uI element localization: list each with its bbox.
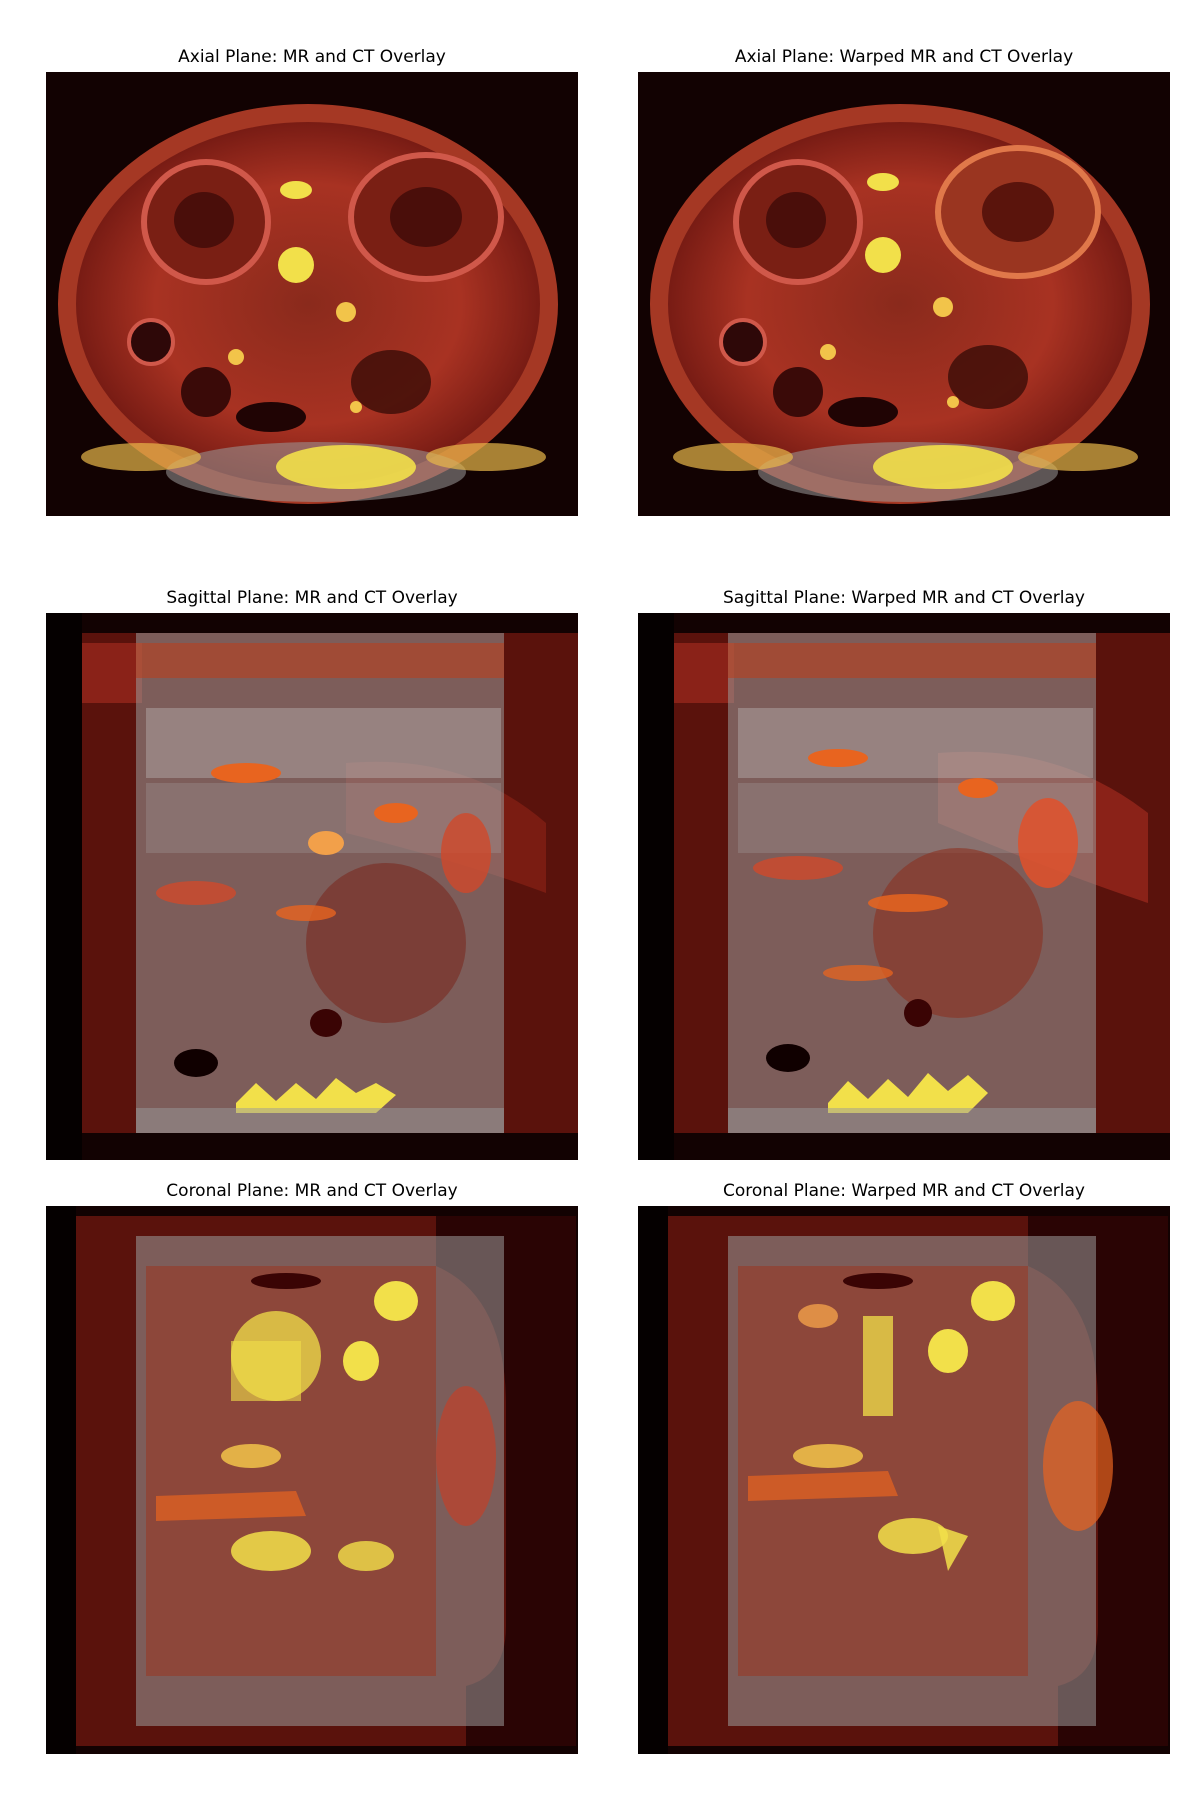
panel-title-coronal-warped: Coronal Plane: Warped MR and CT Overlay — [723, 1181, 1085, 1201]
sagittal-original-image — [46, 613, 578, 1160]
panel-title-axial-original: Axial Plane: MR and CT Overlay — [178, 47, 446, 67]
coronal-warped-overlay — [638, 1206, 1170, 1754]
sagittal-original-overlay — [46, 613, 578, 1160]
coronal-original-overlay — [46, 1206, 578, 1754]
sagittal-warped-overlay — [638, 613, 1170, 1160]
panel-title-coronal-original: Coronal Plane: MR and CT Overlay — [166, 1181, 458, 1201]
panel-title-sagittal-original: Sagittal Plane: MR and CT Overlay — [166, 588, 458, 608]
coronal-original-image — [46, 1206, 578, 1754]
sagittal-warped-image — [638, 613, 1170, 1160]
panel-title-sagittal-warped: Sagittal Plane: Warped MR and CT Overlay — [723, 588, 1085, 608]
axial-warped-image — [638, 72, 1170, 516]
axial-original-image — [46, 72, 578, 516]
axial-warped-overlay — [638, 72, 1170, 516]
axial-original-overlay — [46, 72, 578, 516]
coronal-warped-image — [638, 1206, 1170, 1754]
panel-title-axial-warped: Axial Plane: Warped MR and CT Overlay — [734, 47, 1074, 67]
